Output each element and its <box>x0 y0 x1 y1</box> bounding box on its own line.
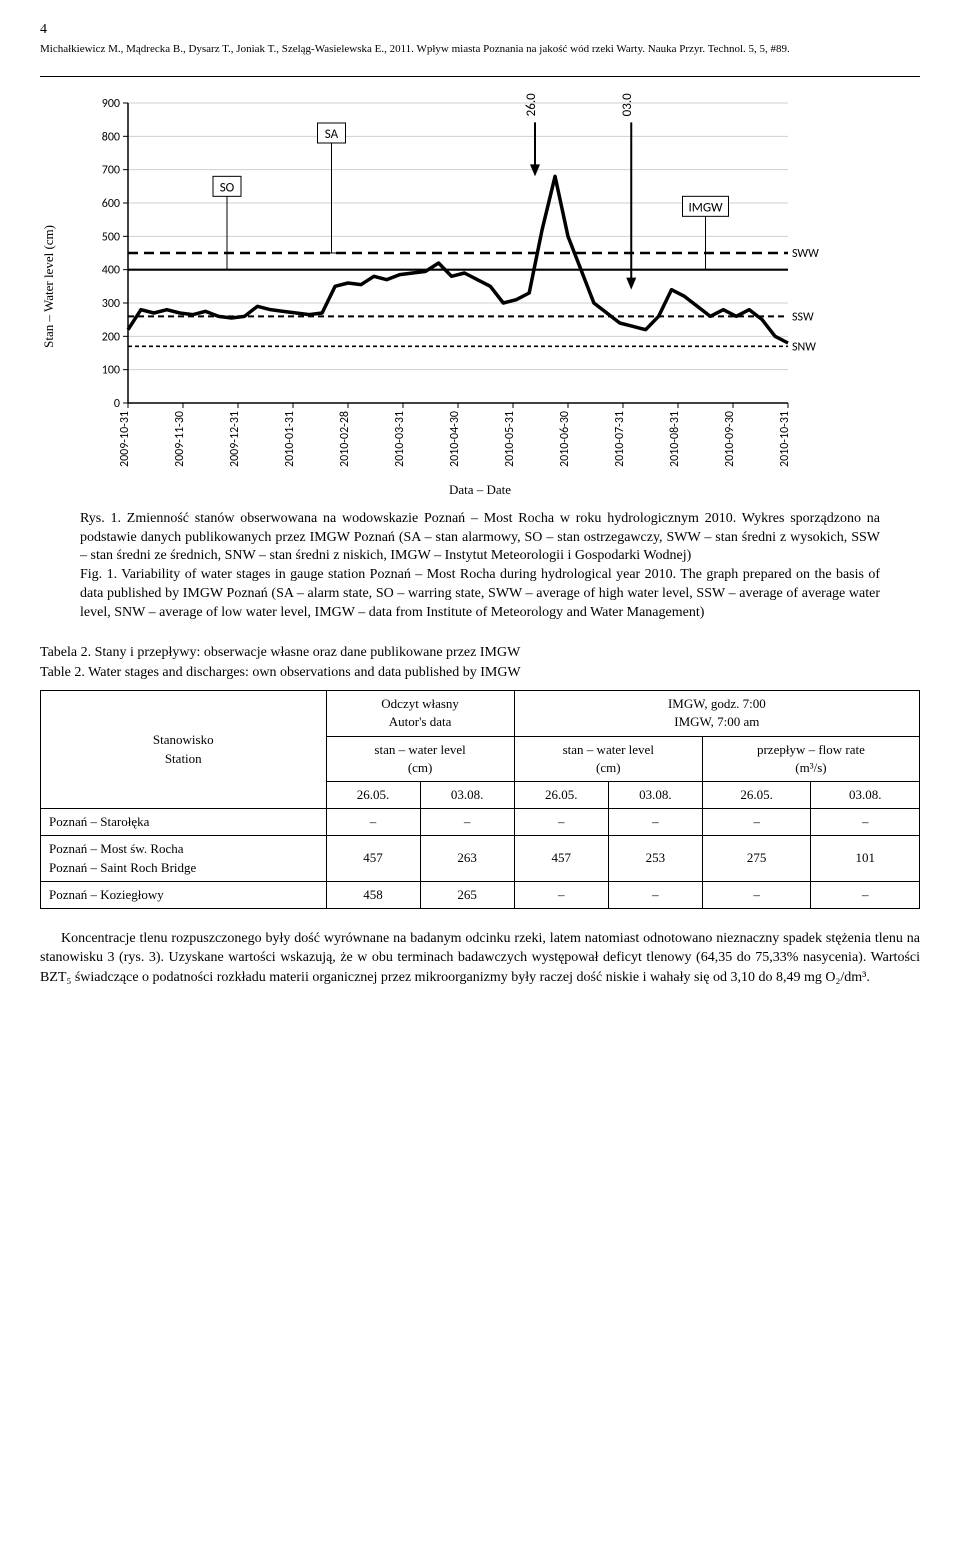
cell: – <box>608 809 702 836</box>
colgroup-imgw: IMGW, godz. 7:00IMGW, 7:00 am <box>514 691 919 736</box>
cell: – <box>811 881 920 908</box>
date-col: 26.05. <box>702 781 811 808</box>
table-title-en: Table 2. Water stages and discharges: ow… <box>40 665 521 680</box>
cell: 457 <box>514 836 608 881</box>
table-titles: Tabela 2. Stany i przepływy: obserwacje … <box>40 643 920 682</box>
svg-text:26.05.2010: 26.05.2010 <box>524 93 539 116</box>
cell: 263 <box>420 836 514 881</box>
svg-text:400: 400 <box>101 264 119 278</box>
sub-mid: stan – water level(cm) <box>514 736 702 781</box>
y-axis-label: Stan – Water level (cm) <box>40 225 58 348</box>
svg-text:SNW: SNW <box>792 340 816 354</box>
svg-text:SO: SO <box>219 180 234 195</box>
figure-caption-pl: Rys. 1. Zmienność stanów obserwowana na … <box>80 511 880 564</box>
svg-text:600: 600 <box>101 197 119 211</box>
svg-text:2009-10-31: 2009-10-31 <box>118 411 132 467</box>
svg-text:900: 900 <box>101 97 119 111</box>
svg-text:800: 800 <box>101 130 119 144</box>
cell: – <box>326 809 420 836</box>
cell: 275 <box>702 836 811 881</box>
svg-text:500: 500 <box>101 230 119 244</box>
svg-text:2010-09-30: 2010-09-30 <box>723 411 737 467</box>
cell: – <box>811 809 920 836</box>
svg-text:200: 200 <box>101 330 119 344</box>
svg-text:2010-10-31: 2010-10-31 <box>778 411 792 467</box>
cell: 458 <box>326 881 420 908</box>
svg-text:2009-12-31: 2009-12-31 <box>228 411 242 467</box>
colgroup-own: Odczyt własnyAutor's data <box>326 691 514 736</box>
cell: – <box>420 809 514 836</box>
table-row: Poznań – Most św. RochaPoznań – Saint Ro… <box>41 836 920 881</box>
table-title-pl: Tabela 2. Stany i przepływy: obserwacje … <box>40 645 520 660</box>
svg-text:700: 700 <box>101 164 119 178</box>
svg-text:2010-01-31: 2010-01-31 <box>283 411 297 467</box>
date-col: 03.08. <box>811 781 920 808</box>
cell: 101 <box>811 836 920 881</box>
cell: 253 <box>608 836 702 881</box>
svg-text:2009-11-30: 2009-11-30 <box>173 411 187 467</box>
figure-caption: Rys. 1. Zmienność stanów obserwowana na … <box>80 510 880 623</box>
date-col: 03.08. <box>608 781 702 808</box>
chart-svg: 0 100 200 300 400 500 600 700 800 900 2009-10-31 20… <box>68 93 828 473</box>
row-label: Poznań – Koziegłowy <box>41 881 327 908</box>
svg-text:2010-02-28: 2010-02-28 <box>338 411 352 467</box>
date-col: 26.05. <box>326 781 420 808</box>
col-station: StanowiskoStation <box>41 691 327 809</box>
svg-text:2010-06-30: 2010-06-30 <box>558 411 572 467</box>
svg-text:03.08.2010: 03.08.2010 <box>620 93 635 116</box>
x-axis-label: Data – Date <box>40 481 920 499</box>
sub-right: przepływ – flow rate(m³/s) <box>702 736 919 781</box>
svg-text:2010-04-30: 2010-04-30 <box>448 411 462 467</box>
svg-text:0: 0 <box>114 397 120 411</box>
svg-text:SWW: SWW <box>792 247 819 261</box>
cell: – <box>702 881 811 908</box>
data-table: StanowiskoStation Odczyt własnyAutor's d… <box>40 690 920 909</box>
svg-text:2010-07-31: 2010-07-31 <box>613 411 627 467</box>
row-label: Poznań – Most św. RochaPoznań – Saint Ro… <box>41 836 327 881</box>
cell: – <box>514 809 608 836</box>
svg-text:100: 100 <box>101 364 119 378</box>
svg-text:IMGW: IMGW <box>688 200 723 215</box>
svg-text:SA: SA <box>324 127 338 142</box>
body-paragraph: Koncentracje tlenu rozpuszczonego były d… <box>40 929 920 988</box>
date-col: 26.05. <box>514 781 608 808</box>
svg-text:300: 300 <box>101 297 119 311</box>
citation: Michałkiewicz M., Mądrecka B., Dysarz T.… <box>40 42 920 56</box>
svg-text:SSW: SSW <box>792 310 814 324</box>
cell: 265 <box>420 881 514 908</box>
table-row: Poznań – Starołęka – – – – – – <box>41 809 920 836</box>
svg-text:2010-05-31: 2010-05-31 <box>503 411 517 467</box>
cell: 457 <box>326 836 420 881</box>
svg-text:2010-03-31: 2010-03-31 <box>393 411 407 467</box>
svg-text:2010-08-31: 2010-08-31 <box>668 411 682 467</box>
chart-wrapper: Stan – Water level (cm) 0 100 200 300 400 500… <box>40 93 920 500</box>
row-label: Poznań – Starołęka <box>41 809 327 836</box>
cell: – <box>514 881 608 908</box>
cell: – <box>608 881 702 908</box>
citation-rule <box>40 76 920 77</box>
chart: 0 100 200 300 400 500 600 700 800 900 2009-10-31 20… <box>68 93 828 480</box>
table-row: Poznań – Koziegłowy 458 265 – – – – <box>41 881 920 908</box>
date-col: 03.08. <box>420 781 514 808</box>
page-number: 4 <box>40 20 920 40</box>
cell: – <box>702 809 811 836</box>
figure-caption-en: Fig. 1. Variability of water stages in g… <box>80 567 880 620</box>
sub-left: stan – water level(cm) <box>326 736 514 781</box>
